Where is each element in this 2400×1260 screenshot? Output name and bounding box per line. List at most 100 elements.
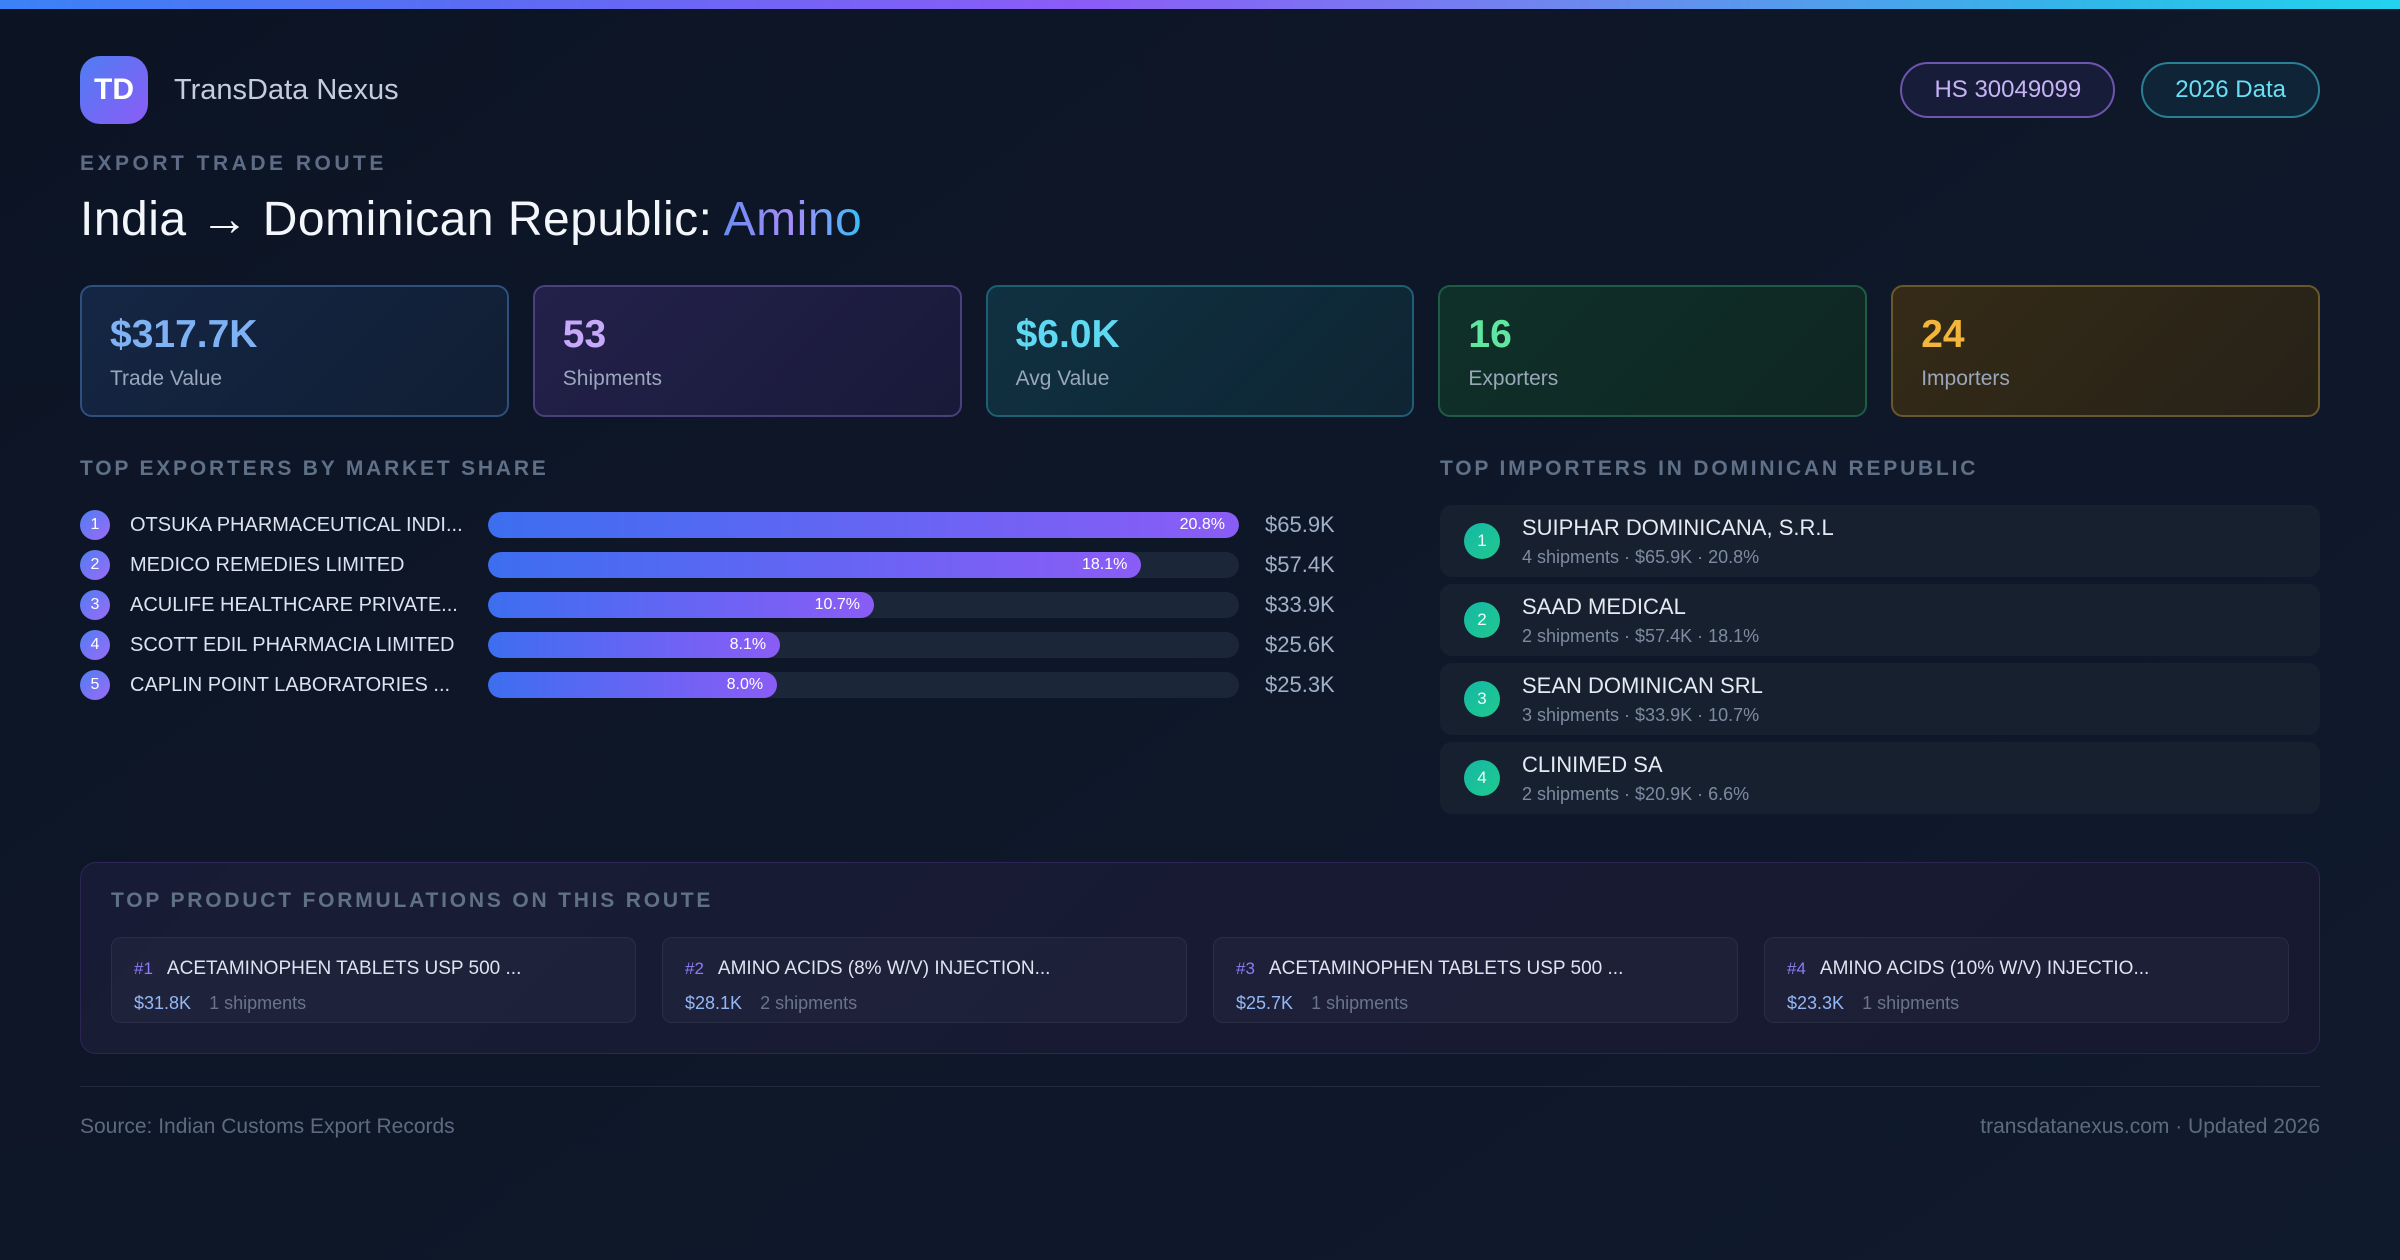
importers-list: 1 SUIPHAR DOMINICANA, S.R.L 4 shipments … xyxy=(1440,505,2320,814)
stat-value: 24 xyxy=(1921,313,1965,356)
product-card-bottom: $31.8K 1 shipments xyxy=(134,993,613,1014)
exporter-value: $57.4K xyxy=(1265,552,1335,577)
product-rank: #1 xyxy=(134,959,153,978)
stat-card: $317.7K Trade Value xyxy=(80,285,509,417)
stat-card: $6.0K Avg Value xyxy=(985,285,1415,417)
market-share-bar: 18.1% xyxy=(488,552,1142,578)
top-accent-strip xyxy=(0,0,2400,9)
exporter-row: 1 OTSUKA PHARMACEUTICAL INDI... 20.8% $6… xyxy=(80,505,1365,545)
main-content: TOP EXPORTERS BY MARKET SHARE 1 OTSUKA P… xyxy=(80,457,2320,814)
stat-card: 24 Importers xyxy=(1891,285,2320,417)
exporter-value: $25.6K xyxy=(1265,632,1335,657)
importer-card: 2 SAAD MEDICAL 2 shipments · $57.4K · 18… xyxy=(1440,584,2320,656)
exporter-rank-badge: 4 xyxy=(80,630,110,660)
importer-card: 1 SUIPHAR DOMINICANA, S.R.L 4 shipments … xyxy=(1440,505,2320,577)
exporters-section: TOP EXPORTERS BY MARKET SHARE 1 OTSUKA P… xyxy=(80,457,1365,814)
app-logo[interactable]: TD xyxy=(80,56,148,124)
product-card-top: #4 AMINO ACIDS (10% W/V) INJECTIO... xyxy=(1787,958,2266,980)
market-share-percent: 8.0% xyxy=(726,676,764,693)
stat-value: $6.0K xyxy=(1015,313,1120,356)
page-eyebrow: EXPORT TRADE ROUTE xyxy=(80,152,387,175)
products-list: #1 ACETAMINOPHEN TABLETS USP 500 ... $31… xyxy=(111,937,2289,1023)
importer-meta: 3 shipments · $33.9K · 10.7% xyxy=(1522,704,1760,725)
stat-label: Exporters xyxy=(1468,367,1559,390)
market-share-bar-track: 18.1% xyxy=(488,552,1239,578)
page-title: India → Dominican Republic: Amino xyxy=(80,192,2320,247)
product-value: $28.1K xyxy=(685,993,743,1013)
stat-value: 53 xyxy=(562,313,607,356)
product-name: ACETAMINOPHEN TABLETS USP 500 ... xyxy=(1268,958,1624,979)
product-name: ACETAMINOPHEN TABLETS USP 500 ... xyxy=(166,958,522,979)
importer-info: SUIPHAR DOMINICANA, S.R.L 4 shipments · … xyxy=(1522,515,1834,568)
exporter-row: 3 ACULIFE HEALTHCARE PRIVATE... 10.7% $3… xyxy=(80,585,1365,625)
filter-badge[interactable]: HS 30049099 xyxy=(1900,62,2116,118)
product-card: #4 AMINO ACIDS (10% W/V) INJECTIO... $23… xyxy=(1764,937,2289,1023)
product-card-bottom: $25.7K 1 shipments xyxy=(1236,993,1715,1014)
stat-value: 16 xyxy=(1468,313,1512,356)
exporter-row: 4 SCOTT EDIL PHARMACIA LIMITED 8.1% $25.… xyxy=(80,625,1365,665)
product-card-bottom: $28.1K 2 shipments xyxy=(685,993,1164,1014)
stat-label: Shipments xyxy=(562,367,663,390)
stats-row: $317.7K Trade Value 53 Shipments $6.0K A… xyxy=(80,285,2320,417)
importer-card: 3 SEAN DOMINICAN SRL 3 shipments · $33.9… xyxy=(1440,663,2320,735)
product-value: $23.3K xyxy=(1787,993,1845,1013)
exporter-rank-badge: 5 xyxy=(80,670,110,700)
market-share-percent: 10.7% xyxy=(814,596,860,613)
products-panel: TOP PRODUCT FORMULATIONS ON THIS ROUTE #… xyxy=(80,862,2320,1054)
footer-source: Source: Indian Customs Export Records xyxy=(80,1115,455,1138)
page-container: TD TransData Nexus HS 30049099 2026 Data… xyxy=(0,9,2400,1139)
market-share-percent: 20.8% xyxy=(1179,516,1225,533)
product-shipments: 1 shipments xyxy=(209,993,307,1013)
exporters-list: 1 OTSUKA PHARMACEUTICAL INDI... 20.8% $6… xyxy=(80,505,1365,705)
market-share-bar-track: 10.7% xyxy=(488,592,1239,618)
product-shipments: 1 shipments xyxy=(1311,993,1409,1013)
exporter-row: 2 MEDICO REMEDIES LIMITED 18.1% $57.4K xyxy=(80,545,1365,585)
importers-section-title: TOP IMPORTERS IN DOMINICAN REPUBLIC xyxy=(1440,457,1979,480)
stat-card: 53 Shipments xyxy=(532,285,962,417)
product-card: #2 AMINO ACIDS (8% W/V) INJECTION... $28… xyxy=(662,937,1187,1023)
product-card: #1 ACETAMINOPHEN TABLETS USP 500 ... $31… xyxy=(111,937,636,1023)
product-card-bottom: $23.3K 1 shipments xyxy=(1787,993,2266,1014)
badge-group: HS 30049099 2026 Data xyxy=(1900,62,2320,118)
product-card-top: #1 ACETAMINOPHEN TABLETS USP 500 ... xyxy=(134,958,613,980)
market-share-bar-track: 20.8% xyxy=(488,512,1239,538)
market-share-bar-track: 8.1% xyxy=(488,632,1239,658)
stat-label: Importers xyxy=(1921,367,2010,390)
market-share-bar: 20.8% xyxy=(488,512,1239,538)
market-share-percent: 8.1% xyxy=(729,636,767,653)
product-name: AMINO ACIDS (10% W/V) INJECTIO... xyxy=(1819,958,2150,979)
exporter-name: SCOTT EDIL PHARMACIA LIMITED xyxy=(130,633,455,656)
market-share-bar: 8.1% xyxy=(488,632,781,658)
market-share-bar-track: 8.0% xyxy=(488,672,1239,698)
importer-name: SEAN DOMINICAN SRL xyxy=(1522,672,1763,698)
product-shipments: 1 shipments xyxy=(1862,993,1960,1013)
market-share-percent: 18.1% xyxy=(1081,556,1128,573)
exporter-value: $65.9K xyxy=(1265,512,1335,537)
app-name: TransData Nexus xyxy=(174,73,399,106)
product-card: #3 ACETAMINOPHEN TABLETS USP 500 ... $25… xyxy=(1213,937,1738,1023)
stat-label: Avg Value xyxy=(1015,367,1110,390)
importer-info: SAAD MEDICAL 2 shipments · $57.4K · 18.1… xyxy=(1522,594,1759,647)
importer-rank-badge: 1 xyxy=(1464,523,1500,559)
importer-card: 4 CLINIMED SA 2 shipments · $20.9K · 6.6… xyxy=(1440,742,2320,814)
exporter-name: ACULIFE HEALTHCARE PRIVATE... xyxy=(130,593,458,616)
importer-name: SAAD MEDICAL xyxy=(1522,593,1686,619)
exporter-value: $33.9K xyxy=(1265,592,1335,617)
importer-rank-badge: 4 xyxy=(1464,760,1500,796)
importers-section: TOP IMPORTERS IN DOMINICAN REPUBLIC 1 SU… xyxy=(1440,457,2320,814)
importer-rank-badge: 3 xyxy=(1464,681,1500,717)
product-shipments: 2 shipments xyxy=(760,993,858,1013)
exporter-rank-badge: 2 xyxy=(80,550,110,580)
importer-name: SUIPHAR DOMINICANA, S.R.L xyxy=(1522,514,1834,540)
brand: TD TransData Nexus xyxy=(80,56,399,124)
topbar: TD TransData Nexus HS 30049099 2026 Data xyxy=(80,56,2320,124)
page-title-accent: Amino xyxy=(723,193,863,246)
exporter-value: $25.3K xyxy=(1265,672,1335,697)
footer-site: transdatanexus.com · Updated 2026 xyxy=(1980,1115,2320,1138)
badge-label: 2026 Data xyxy=(2175,76,2286,103)
exporter-name: CAPLIN POINT LABORATORIES ... xyxy=(130,673,451,696)
product-value: $25.7K xyxy=(1236,993,1294,1013)
filter-badge[interactable]: 2026 Data xyxy=(2141,62,2320,118)
importer-name: CLINIMED SA xyxy=(1522,751,1663,777)
product-card-top: #3 ACETAMINOPHEN TABLETS USP 500 ... xyxy=(1236,958,1715,980)
